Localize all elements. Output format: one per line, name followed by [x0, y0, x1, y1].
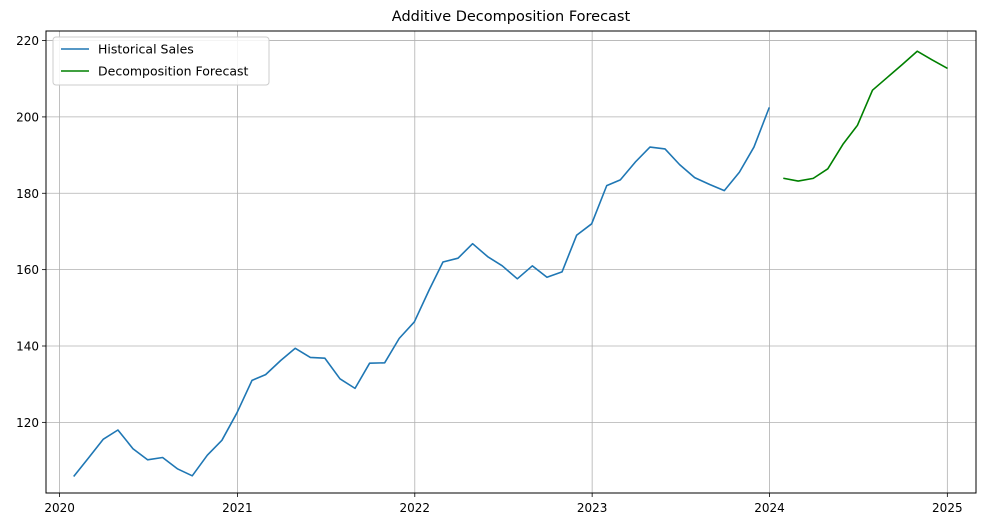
legend-label: Historical Sales: [98, 42, 194, 57]
axis-ticks: 2020 2021 2022 2023 2024 2025 120 140 160 180 200 2…: [16, 34, 963, 515]
y-tick-label: 200: [16, 110, 39, 124]
x-tick-label: 2022: [400, 501, 431, 515]
x-tick-label: 2021: [222, 501, 253, 515]
x-tick-label: 2024: [754, 501, 785, 515]
grid-lines: [46, 31, 976, 493]
series-line-decomposition-forecast: [783, 50, 948, 182]
legend-label: Decomposition Forecast: [98, 64, 248, 79]
x-tick-label: 2023: [577, 501, 608, 515]
y-tick-label: 120: [16, 416, 39, 430]
chart-title: Additive Decomposition Forecast: [392, 9, 631, 25]
series-lines: [73, 50, 948, 477]
axes-frame: [45, 30, 977, 494]
x-tick-label: 2025: [932, 501, 963, 515]
y-tick-label: 180: [16, 187, 39, 201]
y-tick-label: 220: [16, 34, 39, 48]
legend: Historical Sales Decomposition Forecast: [52, 36, 270, 86]
y-tick-label: 160: [16, 263, 39, 277]
series-line-historical-sales: [73, 107, 771, 477]
x-tick-label: 2020: [44, 501, 75, 515]
legend-box: [52, 36, 270, 86]
y-tick-label: 140: [16, 340, 39, 354]
